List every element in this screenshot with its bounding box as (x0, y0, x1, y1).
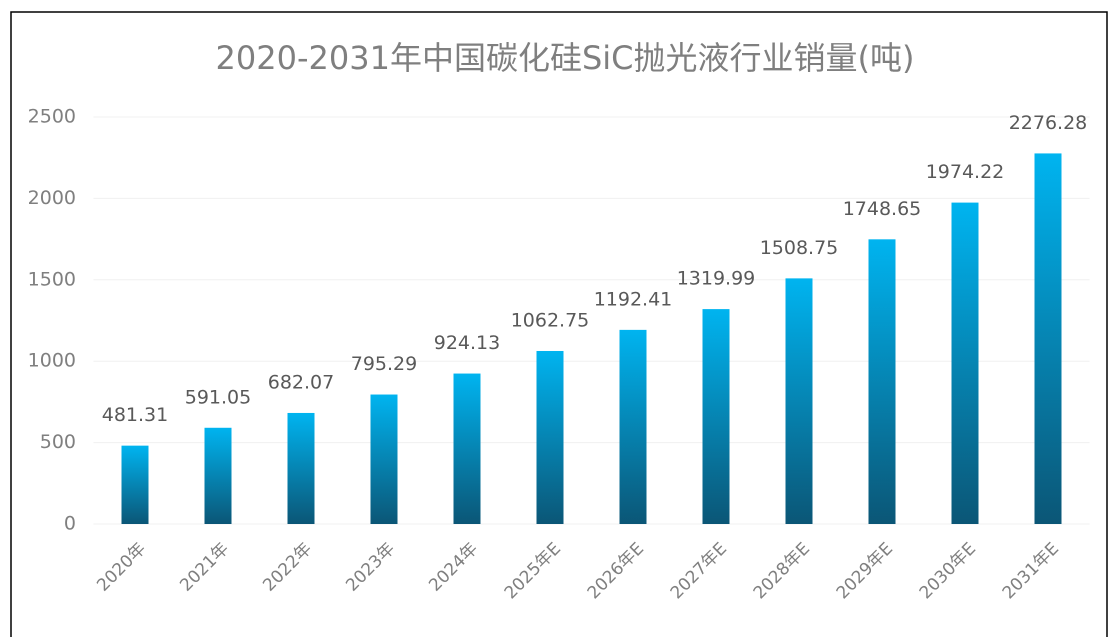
bar (951, 202, 979, 524)
data-label: 1974.22 (926, 161, 1005, 183)
bar (785, 278, 813, 524)
data-label: 591.05 (185, 386, 251, 408)
data-label: 1748.65 (843, 198, 922, 220)
data-label: 1508.75 (760, 237, 839, 259)
bar (868, 239, 896, 525)
y-tick-label: 0 (64, 513, 76, 535)
y-tick-label: 1000 (28, 350, 76, 372)
y-tick-label: 2500 (28, 106, 76, 128)
bar (702, 309, 730, 524)
bar (536, 350, 564, 524)
bar (619, 329, 647, 524)
chart-border (10, 11, 1108, 637)
y-tick-label: 500 (40, 431, 76, 453)
data-label: 1319.99 (677, 268, 756, 290)
bar (370, 394, 398, 524)
bar (121, 445, 149, 524)
bar (287, 412, 315, 524)
data-label: 795.29 (351, 353, 417, 375)
data-label: 481.31 (102, 404, 168, 426)
bar (1034, 153, 1062, 524)
data-label: 1192.41 (594, 288, 673, 310)
y-tick-label: 1500 (28, 268, 76, 290)
data-label: 2276.28 (1009, 112, 1088, 134)
data-label: 682.07 (268, 371, 334, 393)
data-label: 924.13 (434, 332, 500, 354)
y-tick-label: 2000 (28, 187, 76, 209)
data-label: 1062.75 (511, 309, 590, 331)
bar (204, 427, 232, 524)
chart-title: 2020-2031年中国碳化硅SiC抛光液行业销量(吨) (216, 39, 915, 77)
bar (453, 373, 481, 524)
